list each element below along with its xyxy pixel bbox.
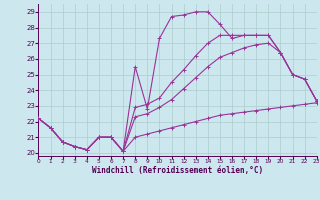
X-axis label: Windchill (Refroidissement éolien,°C): Windchill (Refroidissement éolien,°C): [92, 166, 263, 175]
